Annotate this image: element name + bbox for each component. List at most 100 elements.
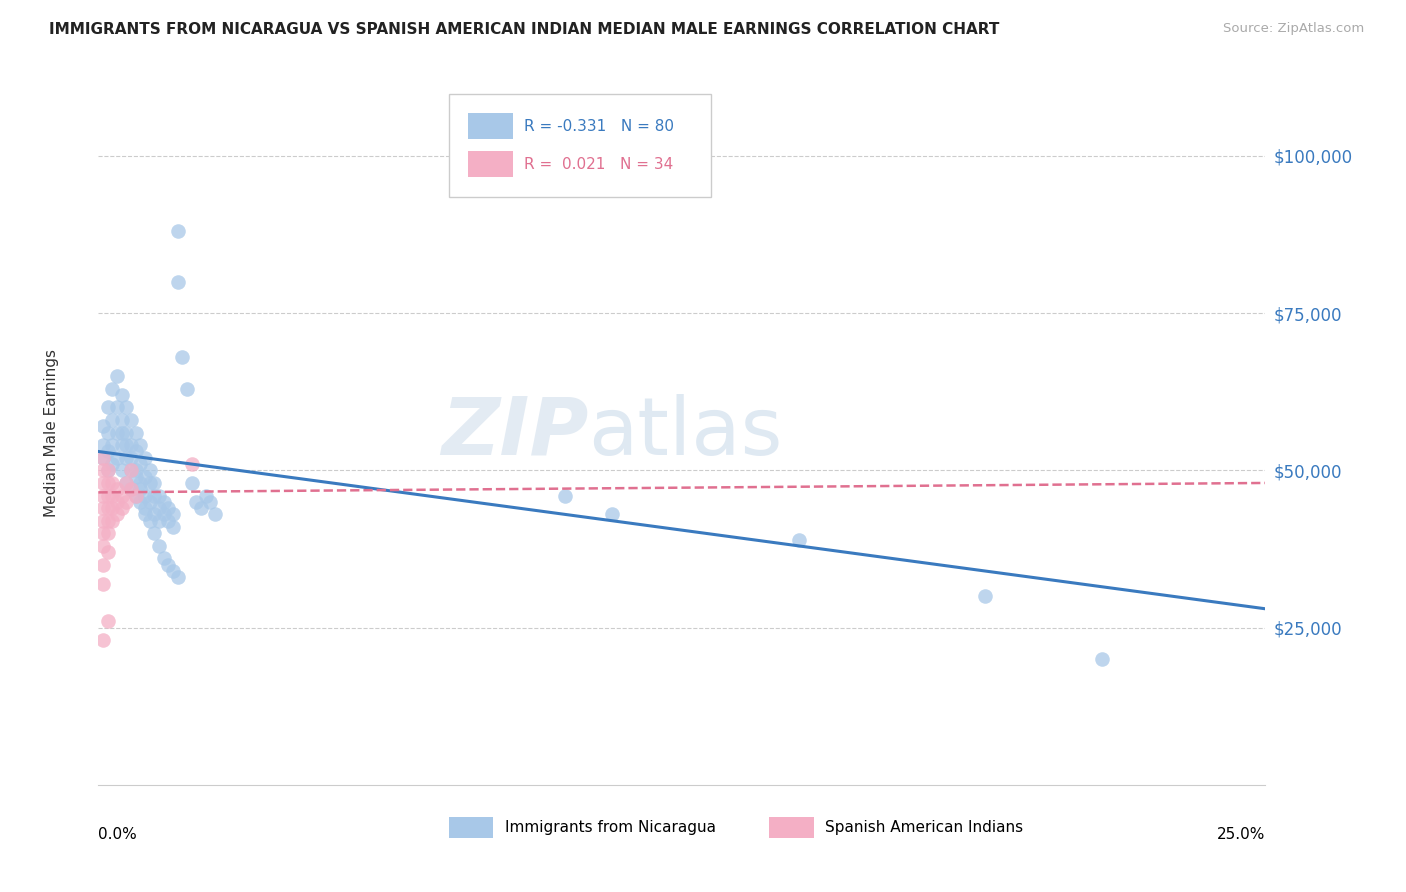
Point [120, 413, 142, 427]
Point [129, 482, 152, 496]
Point [101, 489, 124, 503]
Point [134, 489, 156, 503]
Point [91, 539, 114, 553]
Point [97, 501, 120, 516]
Point [91, 419, 114, 434]
Point [101, 382, 124, 396]
Point [115, 425, 138, 440]
Point [157, 501, 180, 516]
Point [105, 401, 128, 415]
Point [111, 438, 134, 452]
Point [101, 514, 124, 528]
Text: ZIP: ZIP [441, 393, 589, 472]
Point [97, 444, 120, 458]
Point [180, 457, 202, 471]
Point [148, 489, 170, 503]
Point [143, 475, 166, 490]
Point [129, 475, 152, 490]
Point [186, 495, 208, 509]
Point [91, 558, 114, 572]
Point [974, 589, 997, 603]
Point [97, 514, 120, 528]
Point [134, 469, 156, 483]
Point [120, 482, 142, 496]
Point [139, 463, 162, 477]
Point [139, 495, 162, 509]
Point [97, 463, 120, 477]
Point [101, 438, 124, 452]
Point [148, 514, 170, 528]
Point [115, 475, 138, 490]
Point [111, 425, 134, 440]
Point [172, 350, 194, 364]
Point [125, 469, 148, 483]
Point [111, 489, 134, 503]
Point [115, 401, 138, 415]
Point [120, 463, 142, 477]
Point [115, 450, 138, 465]
Point [97, 425, 120, 440]
Point [97, 545, 120, 559]
Point [115, 475, 138, 490]
Point [91, 450, 114, 465]
Text: IMMIGRANTS FROM NICARAGUA VS SPANISH AMERICAN INDIAN MEDIAN MALE EARNINGS CORREL: IMMIGRANTS FROM NICARAGUA VS SPANISH AME… [49, 22, 1000, 37]
Point [91, 501, 114, 516]
Point [91, 514, 114, 528]
Point [97, 489, 120, 503]
Point [180, 475, 202, 490]
Point [134, 501, 156, 516]
Point [91, 475, 114, 490]
Point [91, 633, 114, 648]
Bar [468, 113, 513, 139]
Point [120, 450, 142, 465]
Point [157, 514, 180, 528]
Point [148, 501, 170, 516]
Point [101, 413, 124, 427]
Point [129, 457, 152, 471]
Text: 25.0%: 25.0% [1218, 827, 1265, 842]
Point [204, 508, 226, 522]
Point [101, 475, 124, 490]
Bar [449, 817, 494, 838]
Point [134, 450, 156, 465]
Text: Source: ZipAtlas.com: Source: ZipAtlas.com [1223, 22, 1364, 36]
Point [105, 450, 128, 465]
Point [91, 463, 114, 477]
Point [105, 482, 128, 496]
Point [134, 508, 156, 522]
Point [111, 413, 134, 427]
Point [554, 489, 576, 503]
Point [91, 450, 114, 465]
Bar [769, 817, 814, 838]
Text: R =  0.021   N = 34: R = 0.021 N = 34 [524, 157, 673, 171]
Point [120, 438, 142, 452]
Point [143, 489, 166, 503]
Point [120, 463, 142, 477]
Point [194, 489, 217, 503]
Point [101, 457, 124, 471]
Point [200, 495, 222, 509]
Point [152, 551, 174, 566]
Point [97, 401, 120, 415]
Point [148, 539, 170, 553]
Point [787, 533, 810, 547]
Text: 0.0%: 0.0% [98, 827, 138, 842]
Point [125, 463, 148, 477]
Point [157, 558, 180, 572]
Point [91, 438, 114, 452]
Point [115, 438, 138, 452]
Point [91, 576, 114, 591]
Bar [468, 152, 513, 177]
Point [115, 495, 138, 509]
Point [91, 489, 114, 503]
Text: R = -0.331   N = 80: R = -0.331 N = 80 [524, 119, 675, 134]
Point [101, 501, 124, 516]
Text: Immigrants from Nicaragua: Immigrants from Nicaragua [505, 820, 716, 835]
Point [176, 382, 198, 396]
Point [120, 482, 142, 496]
Point [129, 495, 152, 509]
Text: atlas: atlas [589, 393, 783, 472]
Point [111, 388, 134, 402]
Point [125, 444, 148, 458]
Point [139, 514, 162, 528]
